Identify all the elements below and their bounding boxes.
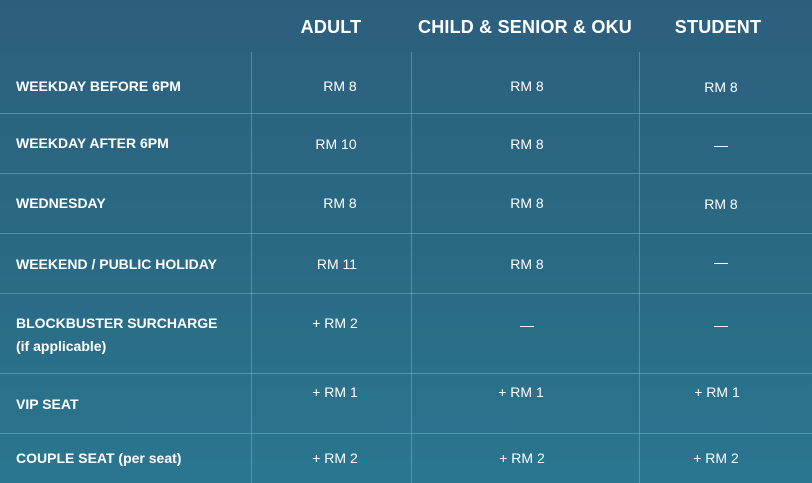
price-student: RM 8 xyxy=(704,79,738,95)
row-divider xyxy=(0,173,812,174)
price-student-unavailable: — xyxy=(714,254,728,270)
row-label: VIP SEAT xyxy=(16,396,79,412)
price-student: + RM 1 xyxy=(694,384,740,400)
row-label: COUPLE SEAT (per seat) xyxy=(16,450,182,466)
price-child: + RM 2 xyxy=(499,450,545,466)
price-child-unavailable: — xyxy=(520,317,534,333)
price-adult: RM 8 xyxy=(323,78,357,94)
price-child: + RM 1 xyxy=(498,384,544,400)
row-divider xyxy=(0,433,812,434)
row-divider xyxy=(0,113,812,114)
row-label: WEEKDAY AFTER 6PM xyxy=(16,135,169,151)
price-child: RM 8 xyxy=(510,256,544,272)
row-divider xyxy=(0,233,812,234)
row-sublabel: (if applicable) xyxy=(16,338,107,354)
price-adult: + RM 1 xyxy=(312,384,358,400)
price-adult: RM 11 xyxy=(316,256,358,272)
row-label: WEEKEND / PUBLIC HOLIDAY xyxy=(16,256,217,272)
price-child: RM 8 xyxy=(510,195,544,211)
price-student: RM 8 xyxy=(704,196,738,212)
row-divider xyxy=(0,373,812,374)
price-adult: RM 8 xyxy=(323,195,357,211)
header-child-senior-oku: CHILD & SENIOR & OKU xyxy=(417,17,633,37)
row-label: BLOCKBUSTER SURCHARGE xyxy=(16,315,218,331)
price-student: + RM 2 xyxy=(693,450,739,466)
price-adult: + RM 2 xyxy=(312,315,358,331)
row-label: WEEKDAY BEFORE 6PM xyxy=(16,78,181,94)
column-divider xyxy=(411,52,412,483)
price-student-unavailable: — xyxy=(714,137,728,153)
header-student: STUDENT xyxy=(674,17,762,37)
price-adult: RM 10 xyxy=(315,136,357,152)
row-label: WEDNESDAY xyxy=(16,195,106,211)
price-student-unavailable: — xyxy=(714,317,728,333)
row-divider xyxy=(0,293,812,294)
column-divider xyxy=(251,52,252,483)
column-divider xyxy=(639,52,640,483)
price-child: RM 8 xyxy=(510,136,544,152)
price-adult: + RM 2 xyxy=(312,450,358,466)
header-adult: ADULT xyxy=(300,17,362,37)
price-child: RM 8 xyxy=(510,78,544,94)
